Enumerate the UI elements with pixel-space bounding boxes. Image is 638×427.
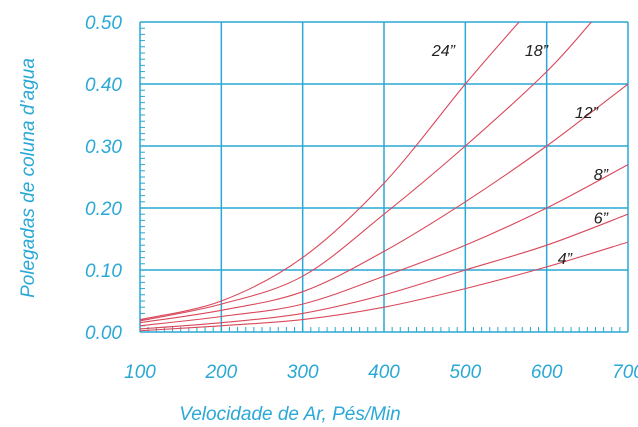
series-line	[140, 22, 592, 322]
series-label: 24”	[431, 43, 456, 60]
y-tick-label: 0.50	[85, 13, 122, 34]
y-tick-label: 0.00	[85, 323, 122, 344]
y-axis-title: Polegadas de coluna d’agua	[18, 58, 39, 298]
x-tick-labels: 100 200 300 400 500 600 700	[124, 362, 638, 383]
y-tick-label: 0.10	[85, 261, 122, 282]
x-tick-label: 500	[449, 362, 481, 383]
series-label: 6”	[594, 211, 609, 228]
series-line	[140, 213, 628, 330]
series-label: 8”	[594, 167, 609, 184]
x-tick-label: 200	[204, 362, 237, 383]
y-tick-labels: 0.00 0.10 0.20 0.30 0.40 0.50	[85, 13, 122, 344]
series-label: 18”	[525, 43, 549, 60]
y-tick-label: 0.20	[85, 199, 122, 220]
y-tick-label: 0.30	[85, 137, 122, 158]
series-line	[140, 22, 520, 321]
series-label: 4”	[558, 251, 573, 268]
grid	[139, 21, 629, 333]
x-tick-label: 600	[531, 362, 563, 383]
x-tick-label: 300	[287, 362, 319, 383]
series-line	[140, 83, 628, 324]
x-tick-label: 700	[612, 362, 638, 383]
y-tick-label: 0.40	[85, 75, 122, 96]
x-axis-title: Velocidade de Ar, Pés/Min	[179, 404, 400, 425]
curves	[140, 22, 628, 332]
curve-labels: 24” 18” 12” 8” 6” 4”	[431, 43, 609, 268]
series-label: 12”	[575, 105, 599, 122]
x-tick-label: 100	[124, 362, 156, 383]
series-line	[140, 164, 628, 327]
series-line	[140, 241, 628, 332]
x-tick-label: 400	[368, 362, 400, 383]
